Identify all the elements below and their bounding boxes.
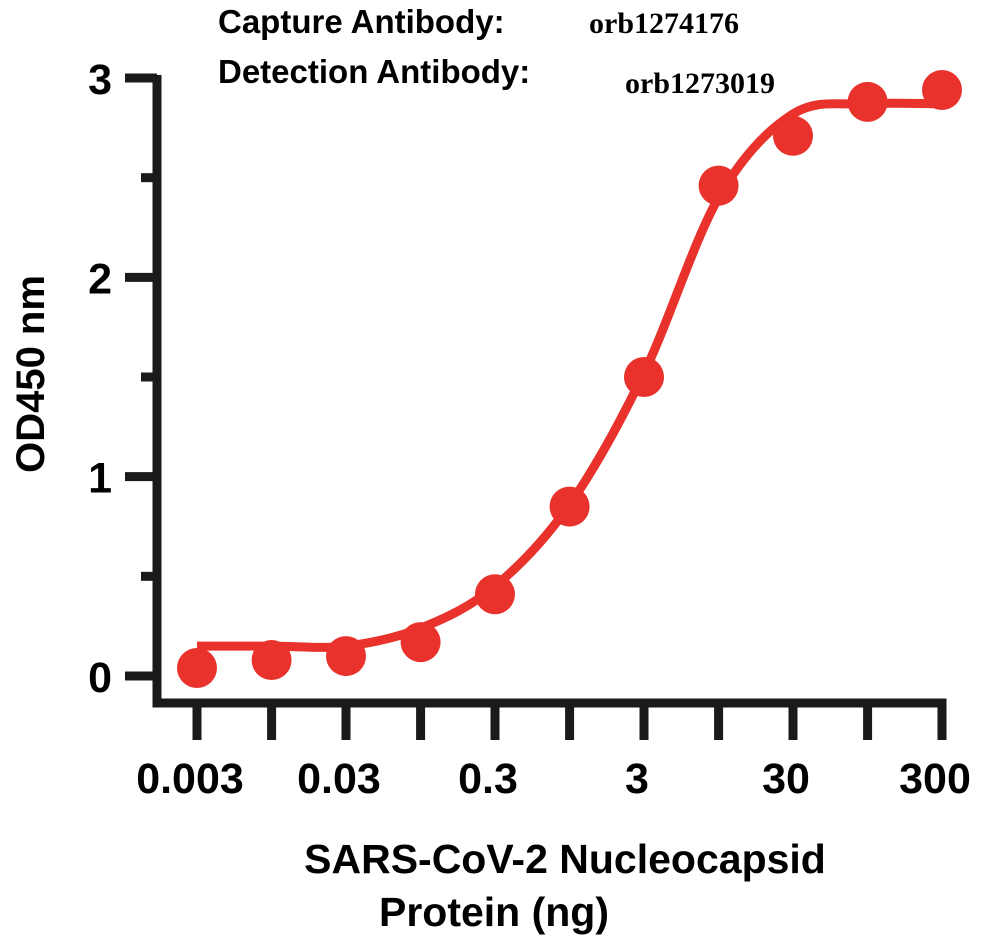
y-tick-label: 3 [88, 56, 112, 104]
x-tick-label: 30 [762, 755, 810, 803]
x-axis-title-line-1: SARS-CoV-2 Nucleocapsid [304, 836, 826, 882]
data-point [773, 115, 813, 156]
fit-curve-line [197, 98, 943, 652]
detection-antibody-value: orb1273019 [625, 67, 775, 100]
x-axis-title-line-2: Protein (ng) [379, 889, 609, 935]
data-points-layer [177, 69, 962, 689]
detection-antibody-label: Detection Antibody: [218, 53, 530, 90]
x-tick-label: 300 [899, 755, 971, 803]
capture-antibody-value: orb1274176 [589, 7, 739, 40]
data-point [251, 640, 292, 681]
data-point [326, 636, 366, 677]
data-point [922, 69, 962, 110]
data-point [698, 165, 739, 206]
fit-curve-layer [197, 98, 943, 652]
y-tick-label: 0 [88, 654, 112, 702]
axes: 0 1 2 3 0.003 0.03 0.3 3 30 300 [88, 56, 971, 803]
data-point [400, 622, 441, 663]
x-tick-label: 3 [625, 755, 649, 803]
capture-antibody-label: Capture Antibody: [218, 3, 505, 40]
x-tick-label: 0.003 [136, 755, 244, 803]
data-point [475, 574, 515, 615]
x-tick-label: 0.03 [297, 755, 381, 803]
data-point [624, 357, 664, 397]
y-axis-title: OD450 nm [9, 275, 53, 473]
data-point [177, 648, 217, 689]
y-tick-label: 2 [88, 255, 112, 303]
chart-title: Capture Antibody: orb1274176 Detection A… [218, 3, 775, 100]
y-tick-label: 1 [88, 455, 112, 503]
x-tick-label: 0.3 [458, 755, 518, 803]
data-point [847, 81, 888, 122]
data-point [549, 486, 590, 527]
